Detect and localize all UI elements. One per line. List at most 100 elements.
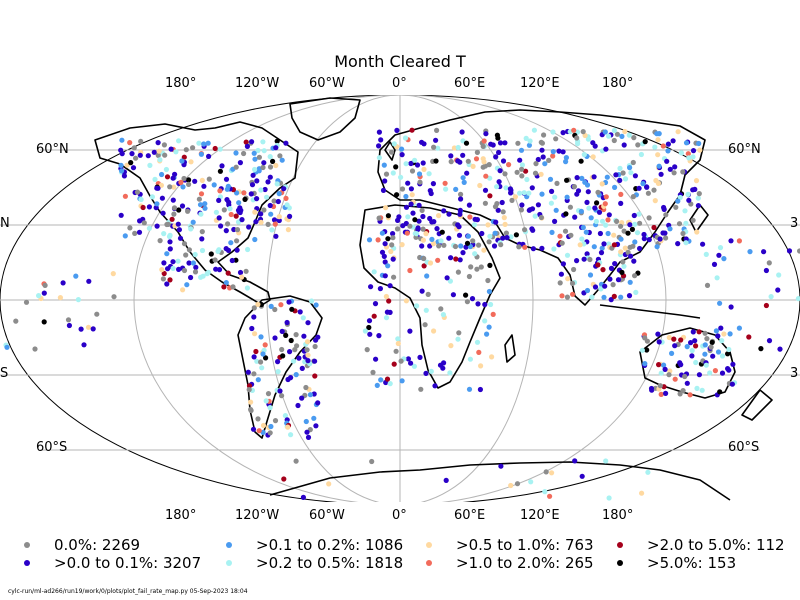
station-marker (241, 150, 247, 157)
station-marker (279, 328, 285, 334)
station-marker (366, 318, 373, 324)
station-marker (466, 202, 472, 208)
legend-label: >0.5 to 1.0%: 763 (456, 536, 594, 554)
station-marker (293, 458, 299, 464)
station-marker (254, 178, 260, 184)
station-marker (234, 227, 241, 233)
station-marker (775, 287, 781, 293)
legend-item-4: >0.5 to 1.0%: 763 (426, 536, 594, 554)
station-marker (376, 129, 382, 135)
station-marker (700, 241, 706, 247)
left-lat-label-60s: 60°S (36, 440, 68, 455)
station-marker (366, 324, 372, 331)
station-marker (627, 165, 633, 171)
station-marker (680, 388, 686, 394)
station-marker (661, 362, 667, 368)
station-marker (248, 399, 254, 405)
station-marker (60, 280, 66, 286)
station-marker (225, 221, 231, 227)
station-marker (259, 365, 265, 371)
station-marker (441, 360, 447, 366)
station-marker (267, 430, 273, 436)
legend-marker (426, 542, 432, 548)
station-marker (184, 282, 190, 288)
station-marker (147, 162, 153, 168)
station-marker (581, 256, 587, 262)
station-marker (702, 351, 708, 357)
station-marker (4, 344, 10, 350)
station-marker (482, 301, 488, 308)
station-marker (595, 189, 601, 195)
station-marker (155, 152, 161, 158)
station-marker (13, 318, 19, 324)
legend-item-3: >0.2 to 0.5%: 1818 (226, 554, 403, 572)
station-marker (273, 162, 279, 169)
station-marker (584, 287, 591, 294)
station-marker (272, 335, 278, 341)
station-marker (420, 213, 426, 220)
bottom-lon-label-180e: 180° (602, 508, 634, 523)
station-marker (221, 207, 227, 213)
station-marker (651, 224, 657, 231)
bottom-lon-label-120w: 120°W (235, 508, 280, 523)
station-marker (457, 159, 463, 165)
station-marker (198, 151, 204, 157)
station-marker (396, 214, 402, 220)
station-marker (571, 127, 577, 133)
station-marker (627, 279, 633, 285)
station-marker (258, 187, 264, 193)
station-marker (694, 229, 700, 235)
station-marker (246, 383, 253, 389)
station-marker (300, 494, 306, 500)
station-marker (304, 347, 310, 353)
station-marker (162, 152, 168, 158)
station-marker (551, 246, 557, 252)
station-marker (394, 226, 401, 232)
station-marker (281, 476, 287, 482)
station-marker (529, 185, 535, 191)
station-marker (128, 160, 134, 166)
station-marker (637, 245, 643, 252)
station-marker (461, 179, 467, 185)
station-marker (686, 197, 692, 203)
station-marker (509, 197, 515, 203)
station-marker (183, 252, 189, 258)
station-marker (543, 469, 549, 475)
station-marker (587, 272, 594, 278)
station-marker (709, 339, 715, 345)
station-marker (420, 160, 426, 166)
station-marker (598, 250, 605, 256)
station-marker (217, 146, 223, 152)
legend-item-2: >0.1 to 0.2%: 1086 (226, 536, 403, 554)
station-marker (496, 149, 502, 156)
station-marker (453, 186, 459, 192)
station-marker (495, 135, 501, 141)
station-marker (513, 232, 520, 238)
station-marker (421, 255, 427, 262)
station-marker (618, 294, 624, 300)
station-marker (251, 314, 257, 320)
station-marker (549, 470, 555, 476)
station-marker (312, 358, 318, 364)
station-marker (567, 204, 574, 210)
station-marker (438, 306, 444, 312)
station-marker (696, 191, 702, 197)
station-marker (245, 246, 251, 253)
station-marker (146, 204, 152, 210)
station-marker (252, 236, 258, 243)
station-marker (763, 267, 770, 274)
station-marker (517, 157, 523, 163)
station-marker (213, 209, 219, 215)
station-marker (402, 135, 409, 141)
south-america-outline (237, 295, 323, 439)
station-marker (256, 154, 262, 160)
indonesia-outline (599, 304, 701, 319)
station-marker (408, 186, 414, 192)
station-marker (434, 127, 440, 133)
station-marker (485, 222, 491, 228)
station-marker (598, 286, 604, 292)
station-marker (252, 156, 258, 162)
station-marker (261, 160, 267, 166)
station-marker (166, 233, 173, 240)
station-marker (655, 331, 661, 337)
